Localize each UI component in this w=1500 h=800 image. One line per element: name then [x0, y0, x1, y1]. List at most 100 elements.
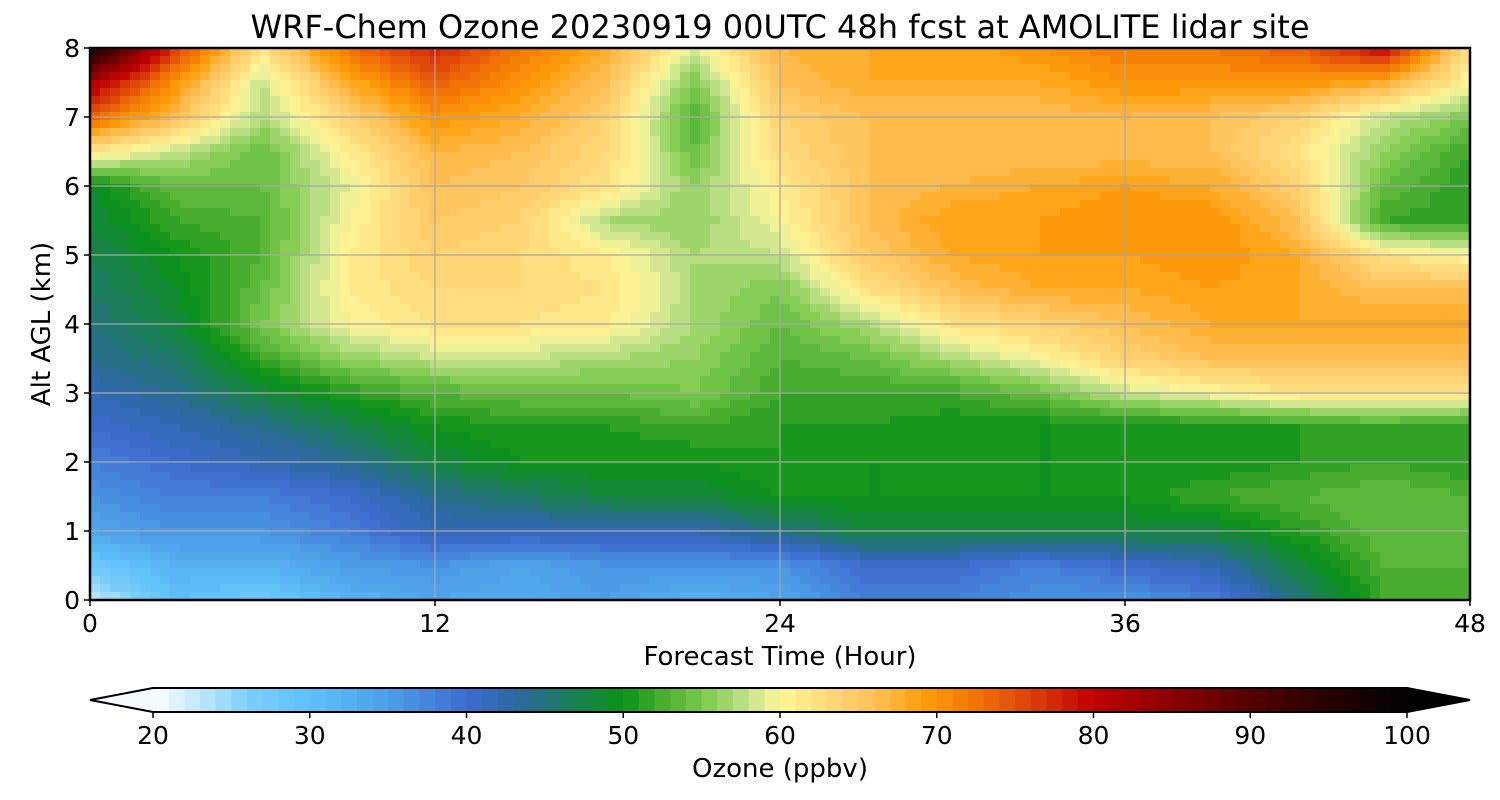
heatmap-cell: [520, 280, 531, 289]
heatmap-cell: [230, 240, 241, 249]
heatmap-cell: [820, 216, 831, 225]
heatmap-cell: [1160, 64, 1171, 73]
heatmap-cell: [480, 232, 491, 241]
heatmap-cell: [670, 136, 681, 145]
heatmap-cell: [520, 112, 531, 121]
heatmap-cell: [1160, 288, 1171, 297]
heatmap-cell: [800, 304, 811, 313]
heatmap-cell: [1370, 168, 1381, 177]
heatmap-cell: [650, 304, 661, 313]
heatmap-cell: [320, 112, 331, 121]
heatmap-cell: [710, 168, 721, 177]
heatmap-cell: [570, 88, 581, 97]
heatmap-cell: [1070, 96, 1081, 105]
heatmap-cell: [110, 80, 121, 89]
heatmap-cell: [390, 224, 401, 233]
heatmap-cell: [220, 184, 231, 193]
heatmap-cell: [1160, 280, 1171, 289]
heatmap-cell: [500, 96, 511, 105]
heatmap-cell: [1460, 224, 1470, 233]
heatmap-cell: [300, 336, 311, 345]
heatmap-cell: [910, 64, 921, 73]
heatmap-cell: [1150, 248, 1161, 257]
heatmap-cell: [930, 136, 941, 145]
heatmap-cell: [1060, 48, 1071, 57]
heatmap-cell: [780, 256, 791, 265]
heatmap-cell: [1300, 80, 1311, 89]
heatmap-cell: [660, 128, 671, 137]
heatmap-cell: [540, 312, 551, 321]
heatmap-cell: [1290, 128, 1301, 137]
heatmap-cell: [800, 224, 811, 233]
heatmap-cell: [1400, 88, 1411, 97]
heatmap-cell: [370, 104, 381, 113]
heatmap-cell: [1430, 56, 1441, 65]
heatmap-cell: [390, 88, 401, 97]
heatmap-cell: [1420, 312, 1431, 321]
heatmap-cell: [270, 56, 281, 65]
heatmap-cell: [1270, 240, 1281, 249]
heatmap-cell: [790, 120, 801, 129]
heatmap-cell: [810, 112, 821, 121]
heatmap-cell: [750, 264, 761, 273]
heatmap-cell: [1200, 208, 1211, 217]
heatmap-cell: [1140, 240, 1151, 249]
heatmap-cell: [1420, 48, 1431, 57]
heatmap-cell: [1460, 64, 1470, 73]
heatmap-cell: [840, 288, 851, 297]
heatmap-cell: [1160, 192, 1171, 201]
heatmap-cell: [490, 328, 501, 337]
heatmap-cell: [1330, 136, 1341, 145]
heatmap-cell: [1250, 264, 1261, 273]
heatmap-cell: [350, 80, 361, 89]
heatmap-cell: [970, 80, 981, 89]
heatmap-cell: [1330, 248, 1341, 257]
heatmap-cell: [380, 208, 391, 217]
heatmap-cell: [490, 104, 501, 113]
heatmap-cell: [1370, 104, 1381, 113]
heatmap-cell: [1270, 72, 1281, 81]
heatmap-cell: [550, 240, 561, 249]
heatmap-cell: [100, 192, 111, 201]
heatmap-cell: [500, 88, 511, 97]
heatmap-cell: [780, 272, 791, 281]
heatmap-cell: [1290, 88, 1301, 97]
heatmap-cell: [210, 336, 221, 345]
heatmap-cell: [300, 240, 311, 249]
heatmap-cell: [1210, 256, 1221, 265]
heatmap-cell: [1050, 328, 1061, 337]
heatmap-cell: [1160, 328, 1171, 337]
heatmap-cell: [1370, 232, 1381, 241]
heatmap-cell: [250, 336, 261, 345]
heatmap-cell: [1030, 272, 1041, 281]
heatmap-cell: [930, 192, 941, 201]
heatmap-cell: [720, 152, 731, 161]
heatmap-cell: [1310, 128, 1321, 137]
heatmap-cell: [640, 160, 651, 169]
heatmap-cell: [930, 176, 941, 185]
heatmap-cell: [1000, 144, 1011, 153]
heatmap-cell: [890, 88, 901, 97]
heatmap-cell: [650, 176, 661, 185]
heatmap-cell: [1020, 128, 1031, 137]
heatmap-cell: [920, 256, 931, 265]
heatmap-cell: [630, 312, 641, 321]
heatmap-cell: [1440, 224, 1451, 233]
heatmap-cell: [540, 296, 551, 305]
heatmap-cell: [140, 120, 151, 129]
heatmap-cell: [270, 120, 281, 129]
heatmap-cell: [1450, 184, 1461, 193]
heatmap-cell: [790, 192, 801, 201]
heatmap-cell: [720, 72, 731, 81]
heatmap-cell: [1440, 120, 1451, 129]
heatmap-cell: [320, 192, 331, 201]
heatmap-cell: [370, 248, 381, 257]
heatmap-cell: [1080, 120, 1091, 129]
heatmap-cell: [170, 64, 181, 73]
heatmap-cell: [1070, 232, 1081, 241]
heatmap-cell: [360, 112, 371, 121]
heatmap-cell: [550, 72, 561, 81]
heatmap-cell: [730, 208, 741, 217]
heatmap-cell: [310, 168, 321, 177]
heatmap-cell: [140, 184, 151, 193]
